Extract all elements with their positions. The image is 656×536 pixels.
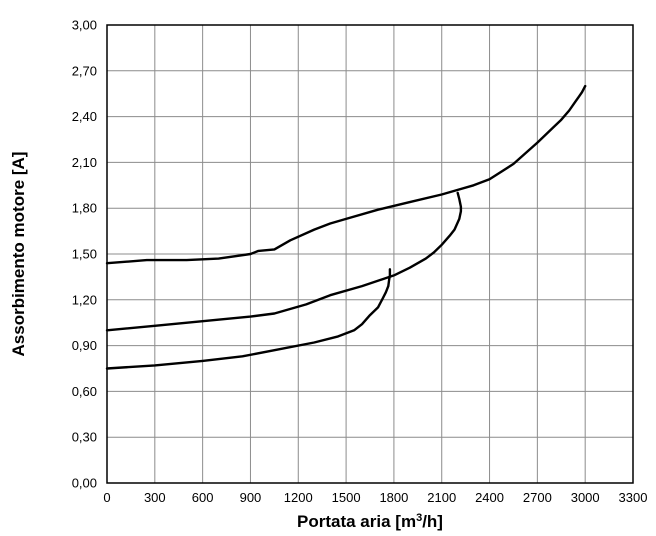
y-tick-label: 0,90: [72, 338, 97, 353]
y-tick-label: 2,70: [72, 63, 97, 78]
x-tick-label: 2400: [475, 490, 504, 505]
series-group: [105, 84, 587, 370]
y-tick-label: 2,40: [72, 109, 97, 124]
series-line-1: [105, 84, 587, 265]
x-tick-label: 1500: [332, 490, 361, 505]
y-tick-label: 1,20: [72, 292, 97, 307]
x-axis-title-main: Portata aria [m: [297, 512, 416, 531]
x-tick-label: 300: [144, 490, 166, 505]
y-tick-label: 1,80: [72, 201, 97, 216]
x-tick-label: 3300: [619, 490, 648, 505]
x-tick-label: 600: [192, 490, 214, 505]
y-tick-label: 1,50: [72, 247, 97, 262]
x-axis-title-end: /h]: [422, 512, 443, 531]
y-tick-label: 2,10: [72, 155, 97, 170]
x-tick-labels: 0 300 600 900 1200 1500 1800 2100 2400 2700 3000 33…: [103, 490, 647, 505]
x-tick-label: 3000: [571, 490, 600, 505]
x-tick-label: 2100: [427, 490, 456, 505]
series-line-2: [105, 191, 463, 332]
series-line-3: [105, 268, 392, 370]
plot-frame: [106, 24, 634, 484]
x-tick-label: 0: [103, 490, 110, 505]
y-tick-label: 0,00: [72, 476, 97, 491]
y-tick-label: 0,30: [72, 430, 97, 445]
x-tick-label: 900: [240, 490, 262, 505]
y-tick-label: 0,60: [72, 384, 97, 399]
x-axis-title-superscript: 3: [416, 512, 422, 524]
x-tick-label: 1200: [284, 490, 313, 505]
x-tick-label: 1800: [379, 490, 408, 505]
x-axis-title: Portata aria [m3/h]: [297, 512, 443, 531]
y-axis-title: Assorbimento motore [A]: [9, 152, 28, 357]
x-tick-label: 2700: [523, 490, 552, 505]
grid: [106, 24, 634, 484]
y-tick-labels: 0,00 0,30 0,60 0,90 1,20 1,50 1,80 2,10 2,40 2,70…: [72, 18, 97, 491]
y-tick-label: 3,00: [72, 18, 97, 33]
